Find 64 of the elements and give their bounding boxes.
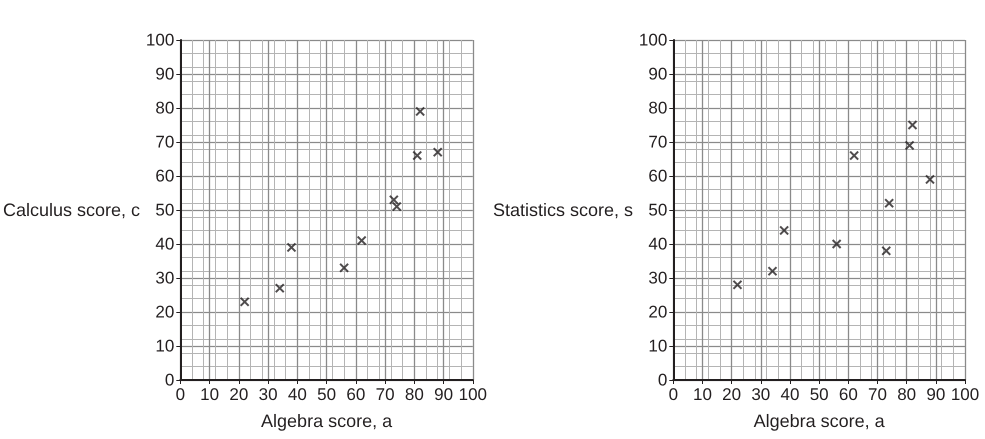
point [432,147,443,158]
point [767,266,778,276]
y-tick-label: 90 [155,64,174,84]
point [832,239,842,249]
y-tick-label: 10 [648,336,668,356]
x-tick-label: 10 [693,385,712,404]
x-tick-label: 20 [229,385,248,404]
point [274,283,285,294]
point [339,262,350,273]
x-tick-label: 30 [751,385,770,404]
y-tick-label: 40 [155,234,174,254]
point [412,150,422,161]
point [732,280,742,290]
y-tick-label: 50 [648,200,668,220]
x-tick-label: 80 [897,385,916,404]
y-tick-label: 50 [155,200,174,220]
y-axis-title: Statistics score, s [493,200,634,220]
y-tick-label: 100 [638,30,668,50]
x-axis-title: Algebra score, a [261,411,394,431]
x-tick-label: 10 [200,385,220,404]
x-tick-label: 40 [780,385,800,404]
x-tick-label: 70 [868,385,887,404]
point [904,140,915,150]
x-tick-label: 60 [838,385,858,404]
point [924,174,935,184]
y-tick-label: 70 [648,132,668,152]
point [240,296,250,307]
x-tick-label: 30 [258,385,278,404]
y-tick-label: 40 [648,234,668,254]
point [907,120,918,130]
x-tick-label: 90 [926,385,946,404]
y-tick-label: 20 [648,302,668,322]
x-tick-label: 50 [810,385,829,404]
y-tick-label: 60 [648,166,668,186]
point [356,236,367,246]
point [881,246,892,256]
point [884,198,894,208]
y-tick-label: 0 [164,370,174,390]
x-tick-label: 100 [458,385,488,404]
point [779,225,790,236]
y-tick-label: 60 [155,166,174,186]
y-tick-label: 70 [155,132,174,152]
y-tick-label: 30 [155,268,174,288]
y-tick-label: 0 [658,370,668,390]
y-axis-title: Calculus score, c [3,200,140,220]
point [286,242,296,252]
point [849,150,860,161]
x-tick-label: 50 [317,385,336,404]
x-tick-label: 80 [404,385,424,404]
y-tick-label: 20 [155,302,174,322]
x-axis-title: Algebra score, a [754,411,886,431]
x-tick-label: 100 [950,385,980,404]
y-tick-label: 10 [155,336,174,356]
x-tick-label: 40 [288,385,307,404]
x-tick-label: 60 [346,385,366,404]
x-tick-label: 70 [376,385,395,404]
y-tick-label: 100 [146,30,174,50]
y-tick-label: 80 [648,98,668,118]
point [415,106,426,116]
y-tick-label: 80 [155,98,174,118]
x-tick-label: 90 [434,385,454,404]
y-tick-label: 90 [648,64,668,84]
x-tick-label: 20 [722,385,742,404]
y-tick-label: 30 [648,268,668,288]
